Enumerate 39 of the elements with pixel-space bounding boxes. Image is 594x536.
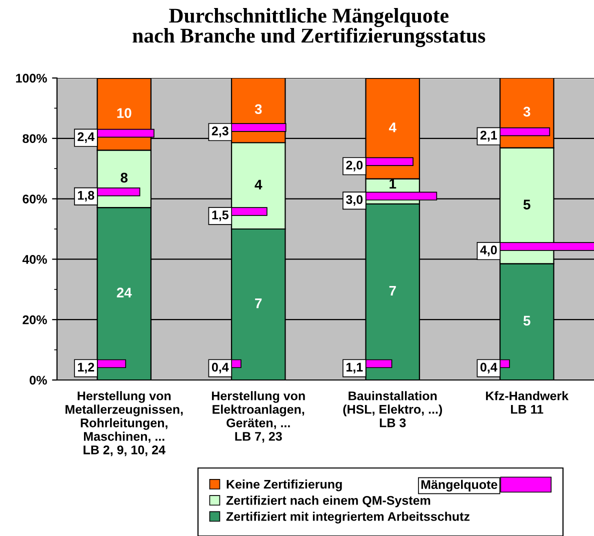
annotation: 3,0: [346, 195, 363, 206]
annotation: 0,4: [480, 362, 498, 374]
annotation: 1,2: [78, 362, 94, 374]
annotation: 1,1: [346, 362, 363, 374]
legend-label: Keine Zertifizierung: [226, 479, 342, 492]
annotation: 4: [388, 122, 396, 132]
x-tick-label: Kfz-Handwerk LB 11: [486, 391, 569, 414]
annotation: 8: [120, 172, 128, 183]
annotation: 1,8: [78, 190, 94, 202]
y-tick-label: 80%: [22, 134, 47, 144]
annotation: 2,4: [78, 132, 95, 143]
y-tick-label: 20%: [22, 315, 47, 324]
annotation: 5: [523, 316, 530, 326]
y-tick-label: 100%: [16, 74, 47, 83]
text: Mängelquote: [421, 480, 498, 492]
annotation: 4,0: [480, 246, 497, 256]
y-tick-label: 0%: [30, 376, 47, 385]
x-tick-label: Herstellung von Elektroanlagen, Geräten, ... LB 7, 23: [212, 391, 305, 443]
annotation: 7: [389, 286, 396, 296]
y-tick-label: 60%: [22, 194, 47, 204]
annotation: 10: [117, 108, 132, 118]
annotation: 1: [390, 178, 396, 188]
annotation: 3: [254, 104, 262, 114]
annotation: 2,0: [346, 160, 363, 172]
annotation: 3: [523, 106, 530, 117]
annotation: 2,3: [212, 126, 228, 138]
chart-title: Durchschnittliche Mängelquote nach Branche und Zertifizierungsstatus: [132, 8, 486, 48]
annotation: 0,4: [212, 362, 229, 374]
x-tick-label: Herstellung von Metallerzeugnissen, Rohrleitungen, Maschinen, ... LB 2, 9, 10, 24: [66, 391, 183, 456]
annotation: 7: [255, 298, 262, 308]
annotation: 5: [523, 200, 530, 210]
annotation: 2,1: [480, 130, 497, 142]
x-tick-label: Bauinstallation (HSL, Elektro, ...) LB 3: [343, 391, 442, 428]
annotation: 24: [116, 288, 132, 298]
annotation: 1,5: [212, 210, 228, 222]
y-tick-label: 40%: [22, 255, 47, 264]
annotation: 4: [254, 180, 262, 190]
legend-label: Zertifiziert mit integriertem Arbeitsschutz: [226, 512, 470, 524]
legend-label: Zertifiziert nach einem QM-System: [226, 496, 430, 508]
